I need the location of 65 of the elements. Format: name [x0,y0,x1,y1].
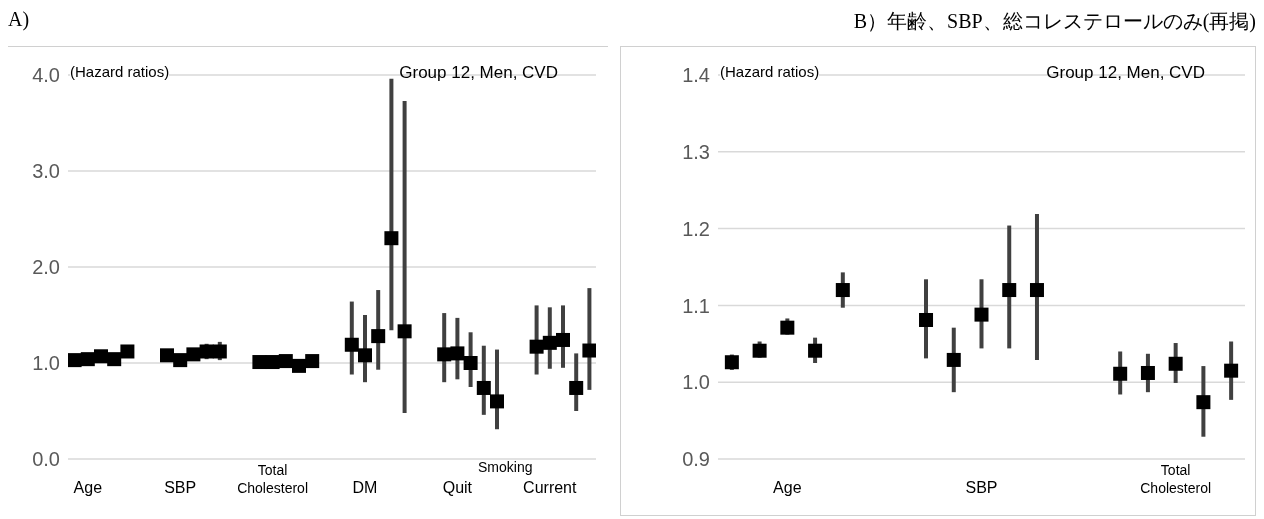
point [107,352,122,367]
y-tick-label: 1.4 [682,64,710,87]
x-tick-label: Quit [442,479,473,496]
x-tick-label: Total Cholesterol [237,462,309,496]
point [1224,363,1239,378]
point [437,347,452,362]
y-tick-label: 1.2 [682,217,710,240]
point [173,353,188,368]
point [212,344,227,359]
point [1029,283,1044,298]
point [397,324,412,339]
x-tick-label: Current [523,479,578,496]
point [780,320,795,335]
y-tick-label: 1.3 [682,140,710,163]
point [305,354,320,369]
y-tick-label: 0.9 [682,448,710,471]
y-tick-label: 2.0 [32,256,60,279]
point [68,353,82,368]
point [974,307,989,322]
y-tick-label: 4.0 [32,64,60,87]
chart-title: A) [8,8,30,31]
chart-title: B）年齢、SBP、総コレステロールのみ(再掲) [853,9,1256,35]
point [724,355,739,370]
y-tick-label: 0.0 [32,448,60,471]
point [186,347,201,362]
x-tick-label: Total Cholesterol [1140,462,1212,496]
point [1002,283,1017,298]
point [569,380,584,395]
chart-subtitle: Group 12, Men, CVD [1046,63,1205,83]
point [1113,366,1128,381]
annotation: Smoking [477,459,534,475]
x-tick-label: SBP [965,479,998,496]
y-tick-label: 1.0 [682,371,710,394]
point [384,231,399,246]
point [490,394,504,409]
point [344,337,359,352]
y-tick-label: 1.1 [682,294,710,317]
point [529,339,544,354]
point [450,346,465,361]
y-axis-title: (Hazard ratios) [70,63,170,80]
point [160,348,174,363]
point [1140,365,1155,380]
x-tick-label: Age [773,479,802,496]
y-tick-label: 3.0 [32,160,60,183]
x-tick-label: Age [73,479,103,496]
point [808,343,823,358]
point [1196,395,1211,410]
point [1168,356,1183,371]
point [252,355,267,370]
y-axis-title: (Hazard ratios) [720,63,820,80]
point [752,343,767,358]
point [120,344,135,359]
x-tick-label: SBP [164,479,197,496]
x-tick-label: DM [352,479,378,496]
point [371,329,386,344]
chart-subtitle: Group 12, Men, CVD [399,63,558,83]
y-tick-label: 1.0 [32,352,60,375]
point [476,380,491,395]
point [919,312,934,327]
point [556,332,570,347]
point [358,348,372,363]
point [582,343,596,358]
point [946,352,961,367]
point [463,356,478,370]
point [835,283,850,298]
